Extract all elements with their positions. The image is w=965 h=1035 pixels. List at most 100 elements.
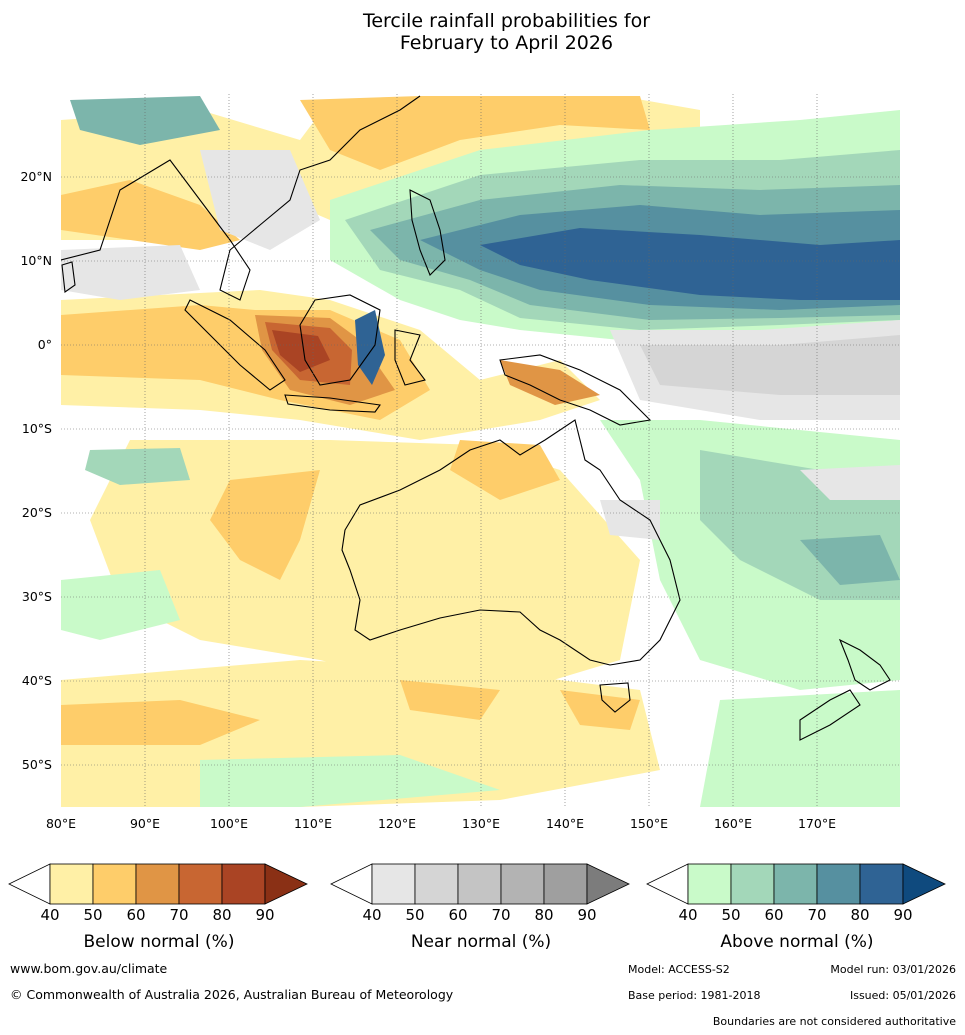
- new-guinea-coastline: [499, 354, 652, 426]
- gridlines: [61, 94, 900, 807]
- near-normal-field: [640, 335, 900, 395]
- lon-label: 130°E: [461, 816, 500, 831]
- below-normal-field: [400, 680, 500, 720]
- issued-text: Issued: 05/01/2026: [849, 989, 956, 1002]
- lon-label: 140°E: [545, 816, 584, 831]
- colorbar-segment: [543, 863, 588, 905]
- sri-lanka-coastline: [61, 261, 76, 293]
- colorbar-segment: [135, 863, 180, 905]
- above-normal-field: [85, 448, 190, 485]
- colorbar-tick-label: 60: [764, 906, 784, 924]
- borneo-coastline: [299, 294, 381, 386]
- base-period-text: Base period: 1981-2018: [628, 989, 761, 1002]
- colorbar-extend-high: [586, 863, 630, 905]
- below-normal-field: [210, 470, 320, 580]
- lat-label: 50°S: [21, 757, 52, 772]
- colorbar-tick-label: 60: [448, 906, 468, 924]
- coastlines: [61, 95, 891, 741]
- colorbar-tick-label: 60: [126, 906, 146, 924]
- near-normal-field: [800, 465, 900, 500]
- below-normal-field: [500, 360, 600, 405]
- lon-label: 80°E: [45, 816, 77, 831]
- colorbar-segment: [178, 863, 223, 905]
- colorbar-title-above: Above normal (%): [720, 932, 874, 952]
- above-normal-field: [200, 755, 500, 807]
- above-normal-field: [700, 690, 900, 807]
- lat-label: 30°S: [21, 589, 52, 604]
- website-text: www.bom.gov.au/climate: [10, 961, 168, 976]
- colorbar-tick-label: 90: [255, 906, 275, 924]
- colorbar-extend-low: [330, 863, 373, 905]
- colorbar-tick-label: 80: [534, 906, 554, 924]
- colorbar-title-near: Near normal (%): [410, 932, 552, 952]
- colorbar-tick-label: 50: [83, 906, 103, 924]
- colorbar-extend-high: [264, 863, 308, 905]
- above-normal-field: [70, 96, 220, 145]
- above-normal-field: [61, 570, 180, 640]
- colorbar-tick-label: 70: [169, 906, 189, 924]
- colorbar-segment: [221, 863, 266, 905]
- above-normal-field: [800, 535, 900, 585]
- lon-label: 100°E: [209, 816, 248, 831]
- lat-label: 10°S: [21, 421, 52, 436]
- below-normal-field: [560, 690, 640, 730]
- colorbar-segment: [773, 863, 818, 905]
- colorbar-segment: [500, 863, 545, 905]
- lon-label: 170°E: [797, 816, 836, 831]
- colorbar-segment: [457, 863, 502, 905]
- colorbar-extend-high: [902, 863, 946, 905]
- lon-label: 90°E: [129, 816, 161, 831]
- colorbar-segment: [816, 863, 861, 905]
- java-coastline: [284, 394, 381, 413]
- lat-label: 20°S: [21, 505, 52, 520]
- title-line-2: February to April 2026: [399, 32, 614, 54]
- australia-coastline: [341, 419, 681, 666]
- model-run-text: Model run: 03/01/2026: [830, 963, 956, 976]
- near-normal-field: [200, 150, 320, 250]
- colorbar-segment: [49, 863, 94, 905]
- new-zealand-south-coastline: [799, 689, 861, 741]
- lon-label: 150°E: [629, 816, 668, 831]
- colorbar-near-normal: [330, 863, 630, 905]
- colorbar-title-below: Below normal (%): [83, 932, 235, 952]
- below-normal-field: [300, 96, 650, 170]
- below-normal-field: [272, 330, 330, 372]
- lon-label: 110°E: [293, 816, 332, 831]
- lat-label: 10°N: [20, 253, 52, 268]
- asia-mainland-coastline: [61, 95, 421, 301]
- probability-fields: [61, 96, 900, 807]
- colorbar-tick-label: 90: [893, 906, 913, 924]
- title-line-1: Tercile rainfall probabilities for: [362, 10, 651, 32]
- colorbar-extend-low: [8, 863, 51, 905]
- lon-label: 120°E: [377, 816, 416, 831]
- colorbar-tick-label: 40: [362, 906, 382, 924]
- colorbar-tick-label: 40: [40, 906, 60, 924]
- colorbar-below-normal: [8, 863, 308, 905]
- map-title: Tercile rainfall probabilities for Febru…: [0, 10, 965, 54]
- colorbar-segment: [371, 863, 416, 905]
- colorbar-tick-label: 50: [721, 906, 741, 924]
- colorbar-tick-label: 50: [405, 906, 425, 924]
- below-normal-field: [450, 440, 560, 500]
- colorbar-segment: [859, 863, 904, 905]
- philippines-coastline: [409, 189, 446, 276]
- below-normal-field: [61, 700, 260, 745]
- colorbar-segment: [414, 863, 459, 905]
- near-normal-field: [61, 245, 200, 300]
- new-zealand-north-coastline: [838, 638, 891, 691]
- lat-label: 40°S: [21, 673, 52, 688]
- colorbar-above-normal: [646, 863, 946, 905]
- lat-label: 20°N: [20, 169, 52, 184]
- colorbar-tick-label: 90: [577, 906, 597, 924]
- copyright-text: © Commonwealth of Australia 2026, Austra…: [10, 987, 454, 1002]
- disclaimer-text: Boundaries are not considered authoritat…: [712, 1015, 956, 1028]
- near-normal-field: [600, 500, 660, 540]
- colorbar-tick-label: 40: [678, 906, 698, 924]
- map-canvas: [61, 94, 900, 807]
- lon-label: 160°E: [713, 816, 752, 831]
- above-normal-field: [480, 228, 900, 300]
- colorbar-tick-label: 80: [850, 906, 870, 924]
- model-text: Model: ACCESS-S2: [628, 963, 730, 976]
- colorbar-tick-label: 70: [807, 906, 827, 924]
- sumatra-coastline: [184, 299, 286, 391]
